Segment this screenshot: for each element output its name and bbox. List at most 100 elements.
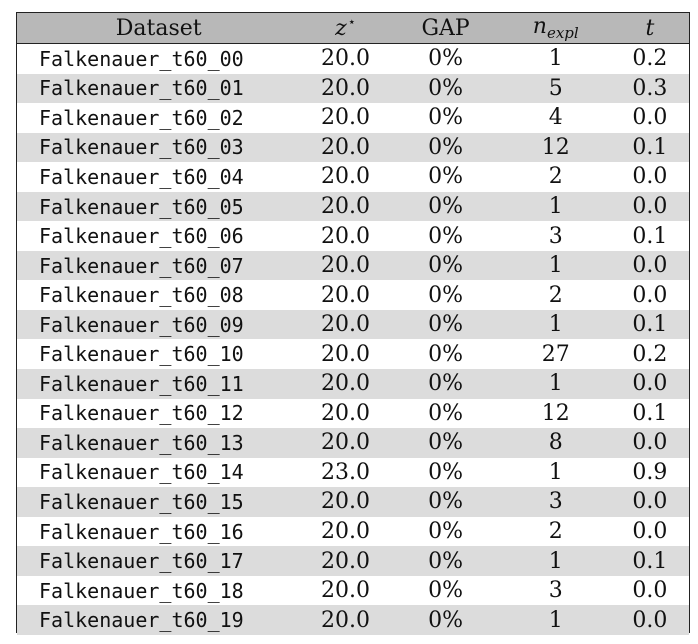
cell-dataset: Falkenauer_t60_02 [39, 105, 244, 130]
cell-gap: 0% [428, 341, 464, 367]
cell-n-expl: 12 [541, 134, 570, 160]
header-dataset: Dataset [17, 13, 301, 44]
cell-dataset: Falkenauer_t60_17 [39, 549, 244, 574]
cell-n-expl: 8 [548, 430, 563, 456]
cell-t: 0.1 [632, 548, 668, 574]
header-n-subscript: expl [546, 24, 579, 42]
cell-n-expl: 3 [548, 489, 563, 515]
cell-gap: 0% [428, 164, 464, 190]
cell-t: 0.0 [632, 371, 668, 397]
cell-gap: 0% [428, 489, 464, 515]
cell-dataset: Falkenauer_t60_16 [39, 519, 244, 544]
cell-gap: 0% [428, 578, 464, 604]
cell-z-star: 20.0 [320, 134, 370, 160]
cell-t: 0.9 [632, 459, 668, 485]
cell-t: 0.1 [632, 134, 668, 160]
cell-z-star: 20.0 [320, 253, 370, 279]
cell-t: 0.0 [632, 489, 668, 515]
cell-gap: 0% [428, 459, 464, 485]
cell-gap: 0% [428, 46, 464, 72]
table-row: Falkenauer_t60_08 20.0 0% 2 0.0 [17, 280, 689, 310]
cell-z-star: 20.0 [320, 548, 370, 574]
cell-gap: 0% [428, 105, 464, 131]
cell-t: 0.2 [632, 341, 668, 367]
cell-dataset: Falkenauer_t60_18 [39, 578, 244, 603]
results-table-frame: Dataset z⋆ GAP nexpl t Falkenauer_t60_00… [16, 12, 690, 635]
cell-z-star: 20.0 [320, 578, 370, 604]
cell-n-expl: 1 [548, 312, 563, 338]
cell-z-star: 20.0 [320, 519, 370, 545]
cell-z-star: 20.0 [320, 164, 370, 190]
cell-n-expl: 27 [541, 341, 570, 367]
cell-z-star: 20.0 [320, 46, 370, 72]
cell-t: 0.3 [632, 75, 668, 101]
table-row: Falkenauer_t60_15 20.0 0% 3 0.0 [17, 487, 689, 517]
table-row: Falkenauer_t60_04 20.0 0% 2 0.0 [17, 162, 689, 192]
table-row: Falkenauer_t60_05 20.0 0% 1 0.0 [17, 191, 689, 222]
cell-n-expl: 5 [548, 75, 563, 101]
table-row: Falkenauer_t60_13 20.0 0% 8 0.0 [17, 428, 689, 458]
header-row: Dataset z⋆ GAP nexpl t [17, 13, 689, 44]
cell-z-star: 20.0 [320, 312, 370, 338]
table-row: Falkenauer_t60_01 20.0 0% 5 0.3 [17, 73, 689, 104]
cell-gap: 0% [428, 430, 464, 456]
cell-n-expl: 12 [541, 400, 570, 426]
cell-n-expl: 3 [548, 578, 563, 604]
cell-t: 0.0 [632, 194, 668, 219]
cell-z-star: 20.0 [320, 489, 370, 515]
table-row: Falkenauer_t60_07 20.0 0% 1 0.0 [17, 250, 689, 281]
cell-dataset: Falkenauer_t60_14 [39, 460, 244, 485]
cell-n-expl: 1 [548, 548, 563, 574]
header-t-symbol: t [645, 15, 655, 41]
cell-n-expl: 2 [548, 164, 563, 190]
cell-gap: 0% [428, 519, 464, 545]
cell-z-star: 20.0 [320, 607, 370, 633]
cell-dataset: Falkenauer_t60_12 [39, 401, 244, 426]
table-row: Falkenauer_t60_10 20.0 0% 27 0.2 [17, 339, 689, 370]
cell-dataset: Falkenauer_t60_05 [39, 194, 244, 219]
cell-gap: 0% [428, 253, 464, 279]
cell-n-expl: 1 [548, 194, 563, 219]
cell-z-star: 20.0 [320, 194, 370, 219]
cell-dataset: Falkenauer_t60_19 [39, 608, 244, 633]
table-row: Falkenauer_t60_18 20.0 0% 3 0.0 [17, 575, 689, 606]
table-row: Falkenauer_t60_09 20.0 0% 1 0.1 [17, 309, 689, 340]
cell-dataset: Falkenauer_t60_15 [39, 489, 244, 514]
table-row: Falkenauer_t60_14 23.0 0% 1 0.9 [17, 457, 689, 488]
table-row: Falkenauer_t60_11 20.0 0% 1 0.0 [17, 369, 689, 399]
cell-n-expl: 1 [548, 607, 563, 633]
cell-dataset: Falkenauer_t60_13 [39, 430, 244, 455]
header-t: t [610, 13, 689, 44]
cell-n-expl: 1 [548, 459, 563, 485]
cell-gap: 0% [428, 400, 464, 426]
cell-dataset: Falkenauer_t60_09 [39, 312, 244, 337]
cell-z-star: 20.0 [320, 75, 370, 101]
table-row: Falkenauer_t60_00 20.0 0% 1 0.2 [17, 43, 689, 74]
cell-z-star: 20.0 [320, 223, 370, 249]
cell-t: 0.0 [632, 607, 668, 633]
cell-dataset: Falkenauer_t60_03 [39, 135, 244, 160]
cell-dataset: Falkenauer_t60_04 [39, 164, 244, 189]
cell-n-expl: 4 [548, 105, 563, 131]
cell-gap: 0% [428, 312, 464, 338]
cell-t: 0.2 [632, 46, 668, 72]
table-row: Falkenauer_t60_02 20.0 0% 4 0.0 [17, 103, 689, 133]
cell-z-star: 20.0 [320, 105, 370, 131]
cell-gap: 0% [428, 223, 464, 249]
cell-t: 0.0 [632, 105, 668, 131]
header-n-expl: nexpl [500, 13, 611, 44]
header-z-star: z⋆ [300, 13, 391, 44]
table-body: Falkenauer_t60_00 20.0 0% 1 0.2 Falkenauer_t6… [17, 43, 689, 635]
cell-z-star: 20.0 [320, 430, 370, 456]
table-row: Falkenauer_t60_19 20.0 0% 1 0.0 [17, 605, 689, 635]
cell-gap: 0% [428, 75, 464, 101]
cell-t: 0.0 [632, 578, 668, 604]
cell-n-expl: 1 [548, 46, 563, 72]
table-row: Falkenauer_t60_03 20.0 0% 12 0.1 [17, 132, 689, 163]
cell-n-expl: 1 [548, 371, 563, 397]
cell-dataset: Falkenauer_t60_06 [39, 224, 244, 249]
cell-n-expl: 3 [548, 223, 563, 249]
cell-gap: 0% [428, 134, 464, 160]
cell-z-star: 20.0 [320, 400, 370, 426]
cell-dataset: Falkenauer_t60_11 [39, 371, 244, 396]
